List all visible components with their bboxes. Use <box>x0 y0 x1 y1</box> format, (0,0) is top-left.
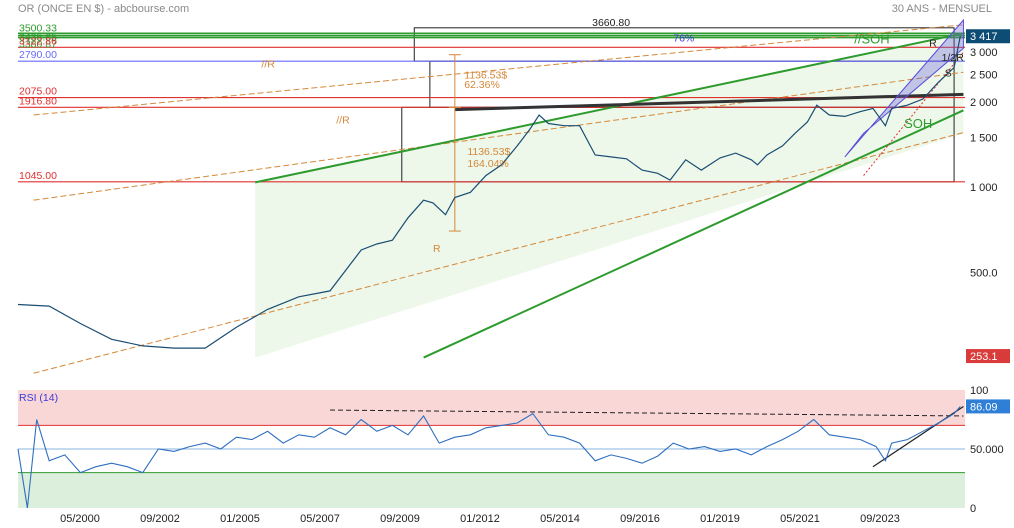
level-label-6: 1916.80 <box>19 95 57 107</box>
y-tick-label-0: 3 000 <box>970 47 998 59</box>
annotation-move2: 1136.53$ <box>467 146 510 158</box>
y-tick-label-1: 2 500 <box>970 70 998 82</box>
r-middle-line <box>33 71 964 201</box>
rsi-series-line <box>17 406 961 509</box>
level-label-4: 2790.00 <box>19 49 57 61</box>
annotation-r-upper: //R <box>261 58 275 70</box>
level-label-7: 1045.00 <box>19 170 57 182</box>
soh-lower-line <box>423 109 964 359</box>
r-lower-line <box>33 132 964 374</box>
level-label-2: 3380.87 <box>19 39 57 51</box>
x-tick-label-3: 05/2007 <box>300 513 340 525</box>
annotation-s-right: S <box>945 68 952 80</box>
rsi-resistance-line <box>330 409 964 417</box>
level-label-3: 3122.86 <box>19 35 57 47</box>
timeframe-label: 30 ANS - MENSUEL <box>891 3 992 15</box>
annotation-half-r: 1/2R <box>942 52 965 64</box>
y-tick-label-2: 2 000 <box>970 97 998 109</box>
rsi-y-tick-label-1: 50.000 <box>970 444 1004 456</box>
level-label-0: 3500.33 <box>19 22 57 34</box>
x-tick-label-9: 05/2021 <box>780 513 820 525</box>
rising-channel <box>844 18 964 158</box>
r-upper-line <box>33 24 964 116</box>
x-tick-label-1: 09/2002 <box>140 513 180 525</box>
annotation-top-level: 3660.80 <box>592 17 630 29</box>
last-price-label: 3 417 <box>970 31 998 43</box>
rsi-y-tick-label-0: 100 <box>970 385 988 397</box>
annotation-soh-lower: SOH <box>904 116 932 131</box>
soh-channel-zone <box>255 33 964 358</box>
rsi-label: RSI (14) <box>19 392 58 404</box>
low-badge <box>966 349 1010 364</box>
rsi-oversold-zone <box>18 472 965 508</box>
level-label-1: 3435.65 <box>19 32 57 44</box>
price-axis-bg <box>965 20 1014 385</box>
y-tick-label-5: 500.0 <box>970 267 998 279</box>
trend-line <box>454 92 964 112</box>
annotation-r-right: R <box>929 38 937 50</box>
rsi-last-badge <box>966 399 1010 414</box>
annotation-move1-pct: 62.36% <box>464 79 500 91</box>
x-tick-label-10: 09/2023 <box>860 513 900 525</box>
x-tick-label-5: 01/2012 <box>460 513 500 525</box>
x-tick-label-8: 01/2019 <box>700 513 740 525</box>
x-tick-label-0: 05/2000 <box>60 513 100 525</box>
annotation-move1: 1136.53$ <box>464 70 507 82</box>
y-tick-label-4: 1 000 <box>970 182 998 194</box>
level-label-5: 2075.00 <box>19 86 57 98</box>
annotation-r-middle: //R <box>336 114 350 126</box>
support-dotted-line <box>863 51 964 176</box>
y-tick-label-3: 1 500 <box>970 132 998 144</box>
last-price-badge <box>966 29 1010 44</box>
low-label: 253.1 <box>970 351 998 363</box>
x-tick-label-7: 09/2016 <box>620 513 660 525</box>
annotation-move2-pct: 164.04% <box>467 158 508 170</box>
chart-title: OR (ONCE EN $) - abcbourse.com <box>18 3 190 15</box>
x-tick-label-4: 09/2009 <box>380 513 420 525</box>
soh-upper-line <box>254 32 964 184</box>
annotation-pct: 76% <box>673 32 694 44</box>
x-tick-label-2: 01/2005 <box>220 513 260 525</box>
price-series-line <box>17 36 961 349</box>
rsi-overbought-zone <box>18 390 965 426</box>
rsi-last-label: 86.09 <box>970 401 998 413</box>
rsi-y-tick-label-2: 0 <box>970 503 976 515</box>
annotation-r-lower: R <box>433 243 441 255</box>
annotation-soh-upper: //SOH <box>854 32 889 47</box>
x-tick-label-6: 05/2014 <box>540 513 580 525</box>
